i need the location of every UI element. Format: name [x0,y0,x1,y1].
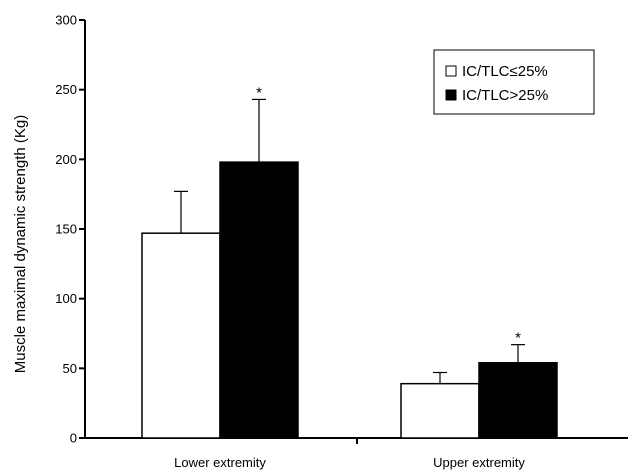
significance-marks: ** [256,84,521,346]
y-tick-label: 50 [63,361,77,376]
error-bars [174,98,525,384]
bar-ic-tlc-gt-25-upper [478,362,558,439]
bars [141,161,558,439]
y-axis: 0 50 100 150 200 250 300 [55,13,86,446]
bar-ic-tlc-le-25-lower [141,232,221,439]
y-tick-label: 150 [55,222,77,237]
y-tick-label: 100 [55,291,77,306]
y-tick-label: 250 [55,82,77,97]
y-axis-label: Muscle maximal dynamic strength (Kg) [12,115,29,373]
x-category-label: Upper extremity [433,455,525,470]
legend-label: IC/TLC>25% [462,87,548,104]
x-category-label: Lower extremity [174,455,266,470]
y-tick-label: 300 [55,13,77,28]
legend: IC/TLC≤25% IC/TLC>25% [433,49,595,115]
y-tick-label: 200 [55,152,77,167]
legend-label: IC/TLC≤25% [462,63,548,80]
bar-ic-tlc-gt-25-lower [219,161,299,439]
bar-ic-tlc-le-25-upper [400,382,480,439]
legend-box [433,49,595,115]
legend-swatch [445,65,457,77]
y-tick-label: 0 [70,431,77,446]
significance-asterisk: * [256,84,262,101]
significance-asterisk: * [515,330,521,347]
legend-swatch [445,89,457,101]
x-axis: Lower extremity Upper extremity [85,437,628,470]
